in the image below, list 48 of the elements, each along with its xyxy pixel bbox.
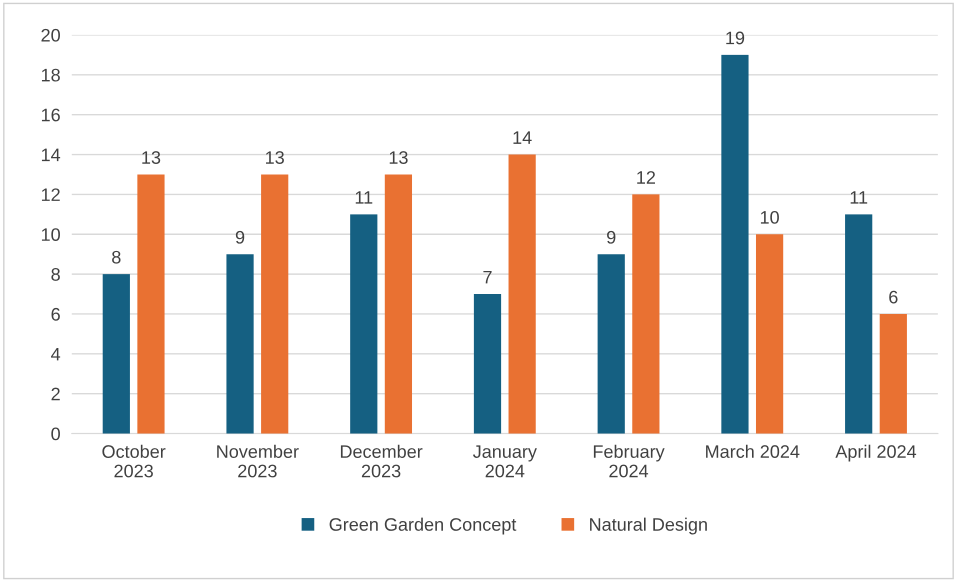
bar xyxy=(474,294,502,434)
bar xyxy=(845,214,872,434)
bar xyxy=(508,154,536,434)
bar xyxy=(384,174,412,434)
bar xyxy=(756,234,784,434)
data-label: 6 xyxy=(889,290,898,304)
x-tick-label: November 2023 xyxy=(217,444,299,478)
data-label: 9 xyxy=(236,230,244,244)
x-tick-label: October 2023 xyxy=(102,444,166,478)
bar xyxy=(721,54,749,434)
data-label: 13 xyxy=(266,151,284,164)
y-tick-label: 2 xyxy=(52,388,60,400)
y-tick-label: 10 xyxy=(42,228,60,241)
data-label: 10 xyxy=(760,210,779,224)
data-label: 14 xyxy=(513,131,532,144)
bar xyxy=(137,174,165,434)
bar xyxy=(598,254,625,434)
y-tick-label: 0 xyxy=(51,428,60,440)
x-tick-label: December 2023 xyxy=(340,444,422,478)
legend-label: Natural Design xyxy=(590,518,707,534)
data-label: 9 xyxy=(607,230,616,244)
y-tick-label: 6 xyxy=(52,308,60,321)
x-tick-label: April 2024 xyxy=(835,444,916,462)
data-label: 11 xyxy=(356,191,372,204)
data-label: 13 xyxy=(142,151,160,164)
data-label: 19 xyxy=(726,32,744,44)
bar xyxy=(102,274,130,434)
bar xyxy=(226,254,254,434)
y-tick-label: 14 xyxy=(42,148,60,162)
x-tick-label: February 2024 xyxy=(594,444,665,478)
y-tick-label: 12 xyxy=(42,188,60,201)
data-label: 8 xyxy=(112,250,121,264)
x-tick-label: March 2024 xyxy=(706,444,800,458)
bar xyxy=(880,314,907,434)
y-tick-label: 16 xyxy=(42,108,60,122)
data-label: 12 xyxy=(637,171,655,184)
y-tick-label: 18 xyxy=(42,68,60,82)
y-tick-label: 4 xyxy=(51,348,60,360)
legend-label: Green Garden Concept xyxy=(330,518,516,534)
bar xyxy=(350,214,378,434)
data-label: 7 xyxy=(483,270,492,284)
data-label: 11 xyxy=(850,191,868,204)
bar xyxy=(632,194,660,434)
data-label: 13 xyxy=(390,151,408,164)
x-tick-label: January 2024 xyxy=(472,445,537,478)
bar xyxy=(261,174,288,434)
y-tick-label: 8 xyxy=(51,268,60,281)
y-tick-label: 20 xyxy=(41,28,60,42)
